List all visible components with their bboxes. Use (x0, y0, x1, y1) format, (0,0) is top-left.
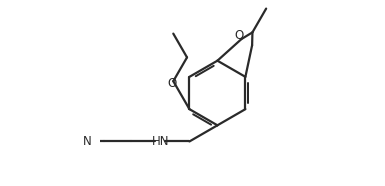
Text: O: O (168, 77, 177, 90)
Text: HN: HN (152, 135, 169, 148)
Text: O: O (234, 29, 244, 42)
Text: N: N (83, 135, 92, 148)
